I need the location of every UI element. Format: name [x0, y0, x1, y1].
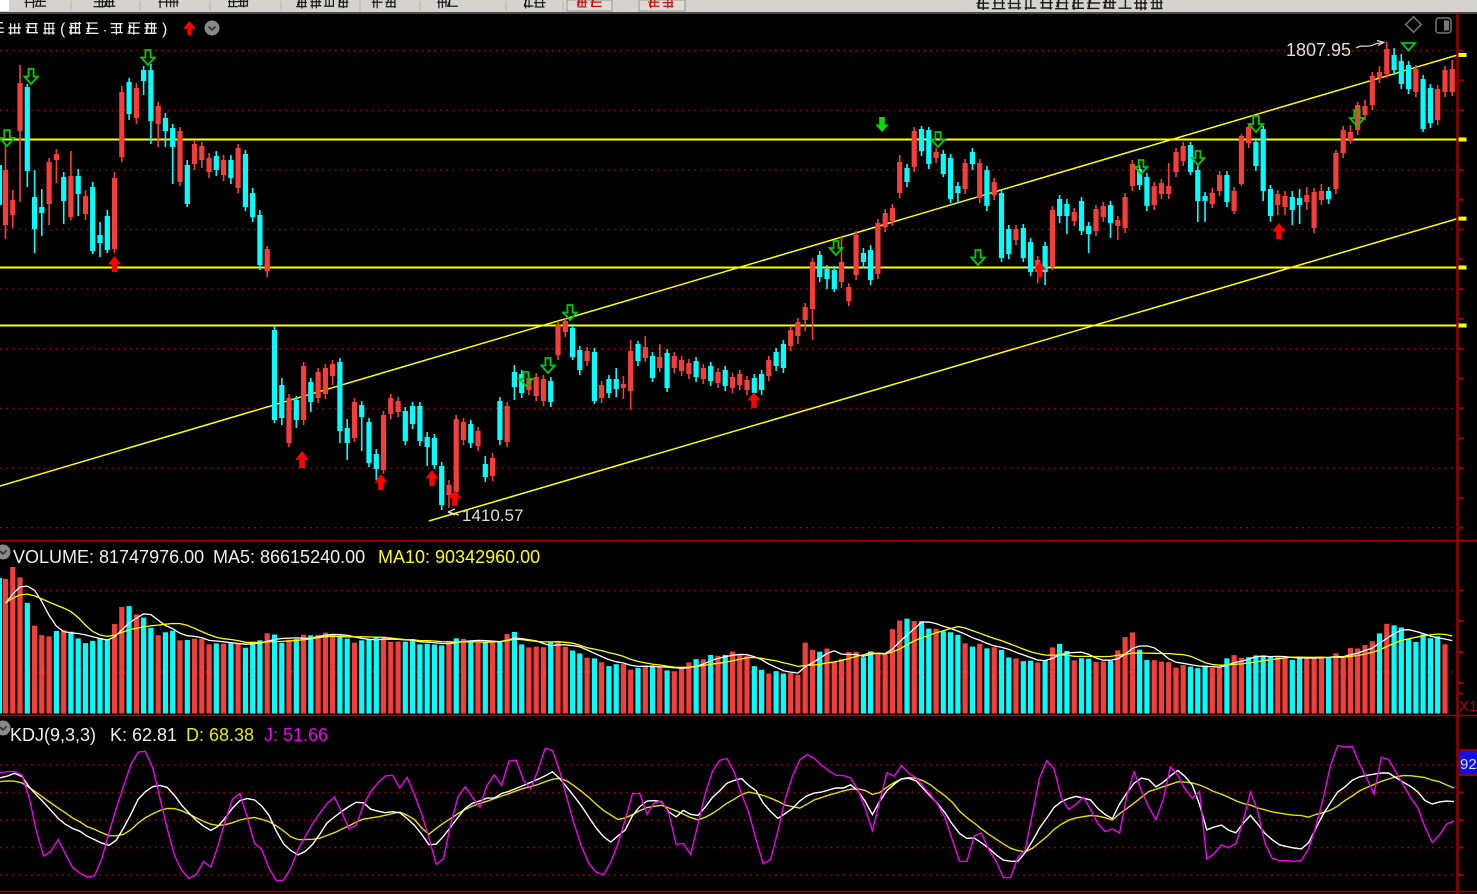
- svg-text:VOLUME: 81747976.00: VOLUME: 81747976.00: [13, 547, 204, 567]
- svg-text:D: 68.38: D: 68.38: [186, 725, 254, 745]
- svg-text:1410.57: 1410.57: [462, 506, 523, 525]
- svg-text:MA5: 86615240.00: MA5: 86615240.00: [213, 547, 365, 567]
- svg-text:.: .: [103, 19, 107, 36]
- svg-text:J: 51.66: J: 51.66: [264, 725, 328, 745]
- svg-text:KDJ(9,3,3): KDJ(9,3,3): [10, 725, 96, 745]
- svg-text:(: (: [60, 21, 66, 38]
- svg-text:92: 92: [1460, 756, 1477, 773]
- svg-text:K: 62.81: K: 62.81: [110, 725, 177, 745]
- svg-text:X10: X10: [1459, 698, 1477, 715]
- svg-text:1807.95: 1807.95: [1286, 40, 1351, 60]
- svg-text:MA10: 90342960.00: MA10: 90342960.00: [378, 547, 540, 567]
- svg-text:): ): [162, 21, 167, 38]
